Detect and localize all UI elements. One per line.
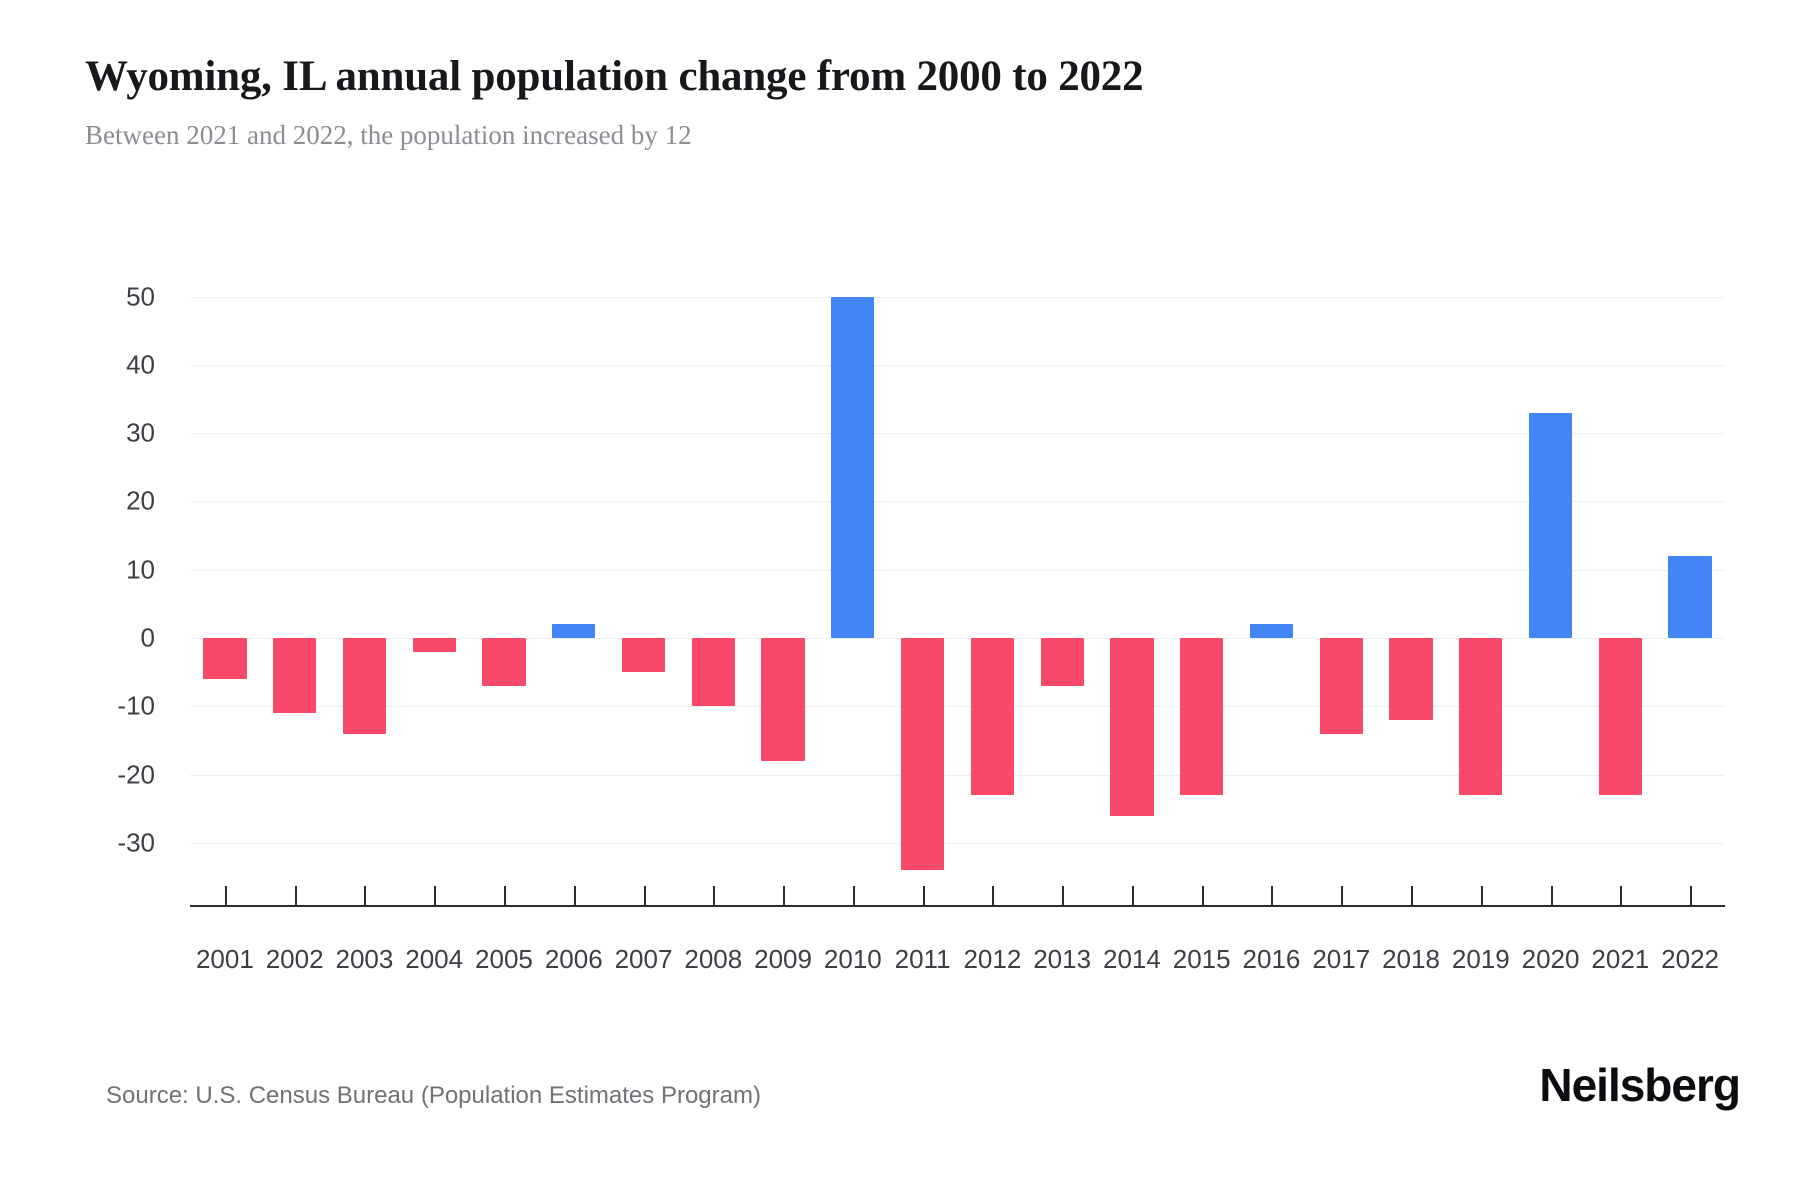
y-tick-label: 50 [126, 281, 155, 311]
bar-2012[interactable] [970, 638, 1014, 796]
bars-group [190, 0, 1725, 1200]
x-tick-mark-2015 [1201, 886, 1204, 905]
bar-2022[interactable] [1668, 556, 1712, 638]
bar-2006[interactable] [552, 624, 596, 638]
x-tick-label-2018: 2018 [1382, 944, 1440, 974]
x-tick-mark-2013 [1062, 886, 1065, 905]
bar-2018[interactable] [1389, 638, 1433, 720]
x-tick-label-2009: 2009 [754, 944, 812, 974]
x-tick-label-2021: 2021 [1591, 944, 1650, 974]
bar-2016[interactable] [1249, 624, 1294, 638]
bar-2013[interactable] [1040, 638, 1084, 686]
gridline-50 [190, 296, 1725, 298]
bar-2009[interactable] [761, 638, 805, 761]
gridline-30 [190, 433, 1725, 435]
x-tick-label-2011: 2011 [894, 944, 951, 974]
bar-2007[interactable] [621, 638, 666, 673]
bar-2010[interactable] [831, 296, 875, 638]
bar-2020[interactable] [1528, 412, 1573, 638]
gridline-20 [190, 501, 1725, 503]
x-tick-label-2008: 2008 [684, 944, 743, 974]
page-title: Wyoming, IL annual population change fro… [85, 53, 1144, 100]
x-tick-mark-2001 [224, 886, 227, 905]
x-tick-label-2003: 2003 [335, 944, 394, 974]
y-tick-label: -10 [117, 690, 155, 721]
x-tick-label-2020: 2020 [1521, 944, 1580, 974]
bar-2021[interactable] [1598, 638, 1642, 796]
bar-2008[interactable] [691, 638, 735, 707]
x-tick-label-2017: 2017 [1312, 944, 1371, 974]
y-tick-label: -30 [117, 827, 155, 858]
gridline-0 [190, 638, 1725, 639]
x-tick-label-2002: 2002 [265, 944, 324, 974]
x-axis-line [190, 905, 1725, 907]
bar-2011[interactable] [900, 638, 945, 871]
x-tick-label-2013: 2013 [1033, 944, 1092, 974]
y-tick-label: 10 [126, 554, 155, 585]
x-tick-mark-2022 [1690, 886, 1693, 905]
x-tick-mark-2003 [364, 886, 367, 905]
brand-logo: Neilsberg [1539, 1059, 1741, 1111]
x-tick-mark-2011 [922, 886, 925, 905]
y-tick-label: 30 [126, 417, 155, 448]
x-tick-mark-2010 [852, 886, 855, 905]
x-tick-label-2006: 2006 [544, 944, 603, 974]
bar-2004[interactable] [412, 638, 456, 652]
x-tick-label-2005: 2005 [475, 944, 533, 974]
y-tick-label: 20 [126, 485, 155, 516]
gridline-10 [190, 569, 1725, 571]
x-tick-mark-2019 [1480, 886, 1483, 905]
x-tick-mark-2020 [1550, 886, 1553, 905]
bar-2005[interactable] [482, 638, 526, 686]
x-tick-label-2022: 2022 [1661, 944, 1720, 974]
x-tick-label-2014: 2014 [1102, 944, 1161, 974]
x-tick-label-2016: 2016 [1242, 944, 1301, 974]
gridline--20 [190, 774, 1725, 776]
bar-2014[interactable] [1110, 638, 1154, 816]
x-tick-mark-2004 [434, 886, 437, 905]
y-tick-label: 0 [140, 622, 155, 653]
x-tick-mark-2021 [1620, 886, 1623, 905]
x-tick-mark-2008 [713, 886, 716, 905]
x-tick-label-2004: 2004 [405, 944, 464, 974]
source-note: Source: U.S. Census Bureau (Population E… [106, 1082, 761, 1109]
bar-2002[interactable] [273, 638, 317, 714]
x-tick-mark-2005 [503, 886, 506, 905]
y-tick-label: 40 [126, 349, 155, 380]
x-tick-mark-2007 [643, 886, 646, 905]
gridline--30 [190, 842, 1725, 844]
x-tick-label-2019: 2019 [1451, 944, 1510, 974]
x-tick-mark-2002 [294, 886, 297, 905]
x-tick-mark-2017 [1341, 886, 1344, 905]
bar-2001[interactable] [203, 638, 247, 679]
chart-header: Wyoming, IL annual population change fro… [85, 52, 1725, 152]
x-tick-label-2001: 2001 [195, 944, 254, 974]
bar-2015[interactable] [1180, 638, 1224, 796]
x-tick-label-2010: 2010 [823, 944, 882, 974]
x-tick-label-2015: 2015 [1172, 944, 1231, 974]
x-tick-mark-2009 [783, 886, 786, 905]
x-tick-mark-2012 [992, 886, 995, 905]
bar-2019[interactable] [1459, 638, 1503, 796]
gridline--10 [190, 706, 1725, 708]
gridline-40 [190, 364, 1725, 366]
bar-2017[interactable] [1319, 638, 1363, 734]
x-tick-mark-2016 [1271, 886, 1274, 905]
x-tick-mark-2018 [1411, 886, 1414, 905]
x-tick-label-2007: 2007 [614, 944, 673, 974]
y-tick-label: -20 [117, 759, 155, 790]
x-tick-mark-2006 [573, 886, 576, 905]
bar-2003[interactable] [342, 638, 387, 734]
x-tick-label-2012: 2012 [963, 944, 1022, 974]
x-tick-mark-2014 [1131, 886, 1134, 905]
chart-subtitle: Between 2021 and 2022, the population in… [85, 120, 692, 151]
